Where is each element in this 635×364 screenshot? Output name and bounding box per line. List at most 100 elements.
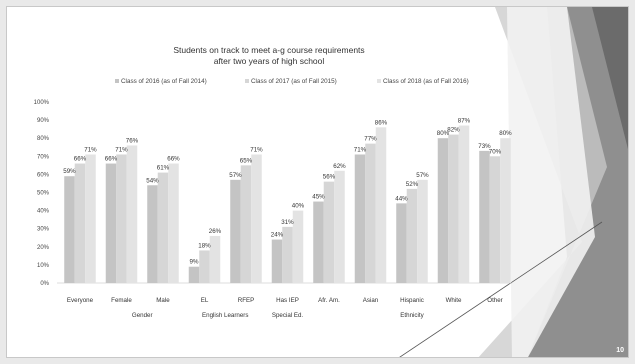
legend-label-0: Class of 2016 (as of Fall 2014)	[121, 78, 207, 85]
bar	[354, 154, 366, 283]
bar	[406, 188, 418, 283]
legend-label-1: Class of 2017 (as of Fall 2015)	[251, 78, 337, 85]
data-label: 44%	[395, 195, 408, 202]
y-axis: 0% 10% 20% 30% 40% 50% 60% 70% 80% 90% 100%	[34, 100, 50, 287]
decor-white-sliver	[507, 7, 595, 357]
y-tick-label: 80%	[37, 136, 50, 142]
bar	[437, 138, 449, 283]
data-label: 9%	[190, 259, 199, 266]
legend-label-2: Class of 2018 (as of Fall 2016)	[383, 78, 469, 85]
bar	[271, 239, 283, 283]
group-label: Gender	[132, 312, 153, 319]
data-labels: 59% 66% 71% 66% 71% 76% 54% 61% 66% 9% 18% 26% 57% 65…	[63, 118, 512, 266]
data-label: 31%	[281, 219, 294, 226]
chart-title-line-2: after two years of high school	[214, 56, 325, 66]
data-label: 70%	[489, 148, 502, 155]
bar	[116, 154, 127, 283]
data-label: 52%	[406, 181, 419, 188]
y-tick-label: 90%	[37, 118, 50, 124]
data-label: 71%	[250, 146, 263, 153]
group-label: Ethnicity	[400, 312, 424, 319]
data-label: 62%	[333, 163, 346, 170]
y-tick-label: 50%	[37, 191, 50, 197]
bar	[251, 154, 262, 283]
data-label: 26%	[209, 228, 222, 235]
bar	[240, 165, 252, 283]
bar-series	[64, 125, 511, 283]
bar	[489, 156, 501, 283]
data-label: 56%	[323, 174, 336, 181]
chart-legend: Class of 2016 (as of Fall 2014) Class of …	[115, 78, 469, 85]
bar	[313, 201, 324, 283]
bar	[365, 143, 376, 283]
bar	[458, 125, 470, 283]
data-label: 82%	[447, 127, 460, 134]
bar	[292, 210, 304, 283]
bar	[64, 176, 75, 283]
legend-swatch-0	[115, 79, 119, 83]
x-tick-label: RFEP	[238, 297, 255, 304]
y-tick-label: 30%	[37, 227, 50, 233]
bar	[126, 145, 138, 283]
data-label: 77%	[364, 136, 377, 143]
bar	[396, 203, 407, 283]
data-label: 73%	[478, 143, 491, 150]
data-label: 80%	[499, 130, 512, 137]
bar	[157, 172, 169, 283]
x-tick-label: Hispanic	[400, 297, 424, 304]
data-label: 86%	[375, 119, 388, 126]
group-label: English Learners	[202, 312, 248, 319]
data-label: 87%	[458, 118, 471, 125]
data-label: 66%	[167, 156, 180, 163]
x-tick-label: EL	[201, 297, 209, 304]
bar-chart: Students on track to meet a-g course req…	[34, 45, 513, 319]
decor-dark-corner	[592, 7, 628, 150]
x-axis: Everyone Female Male EL RFEP Has IEP Afr. Am. A…	[67, 297, 503, 304]
y-tick-label: 40%	[37, 209, 50, 215]
bar	[74, 163, 86, 283]
x-tick-label: Female	[111, 297, 132, 304]
bar	[500, 138, 511, 283]
bar	[375, 127, 387, 283]
y-tick-label: 10%	[37, 263, 50, 269]
y-tick-label: 20%	[37, 245, 50, 251]
data-label: 18%	[198, 242, 211, 249]
y-tick-label: 100%	[34, 100, 50, 106]
bar	[448, 134, 459, 283]
x-tick-label: Male	[156, 297, 170, 304]
bar	[147, 185, 158, 283]
bar	[188, 266, 200, 283]
x-tick-label: White	[446, 297, 462, 304]
slide: Students on track to meet a-g course req…	[6, 6, 629, 358]
bar	[105, 163, 117, 283]
bar	[417, 179, 428, 283]
chart-title-line-1: Students on track to meet a-g course req…	[173, 45, 364, 55]
legend-swatch-2	[377, 79, 381, 83]
x-tick-label: Has IEP	[276, 297, 299, 304]
bar	[85, 154, 96, 283]
legend-swatch-1	[245, 79, 249, 83]
y-tick-label: 60%	[37, 172, 50, 178]
data-label: 57%	[229, 172, 242, 179]
x-tick-label: Other	[487, 297, 502, 304]
data-label: 57%	[416, 172, 429, 179]
x-tick-label: Afr. Am.	[318, 297, 340, 304]
data-label: 54%	[146, 177, 159, 184]
bar	[199, 250, 210, 283]
y-tick-label: 70%	[37, 154, 50, 160]
category-groups: Gender English Learners Special Ed. Ethnici…	[132, 312, 425, 319]
data-label: 59%	[63, 168, 76, 175]
data-label: 61%	[157, 165, 170, 172]
decor-diagonal-line	[399, 221, 603, 357]
data-label: 71%	[115, 146, 128, 153]
bar	[230, 179, 241, 283]
bar	[168, 163, 179, 283]
bar	[334, 170, 345, 283]
slide-decoration	[399, 7, 628, 357]
page-number: 10	[616, 347, 624, 354]
data-label: 65%	[240, 157, 253, 164]
data-label: 66%	[74, 156, 87, 163]
data-label: 66%	[105, 156, 118, 163]
bar	[282, 226, 293, 283]
data-label: 71%	[354, 146, 367, 153]
